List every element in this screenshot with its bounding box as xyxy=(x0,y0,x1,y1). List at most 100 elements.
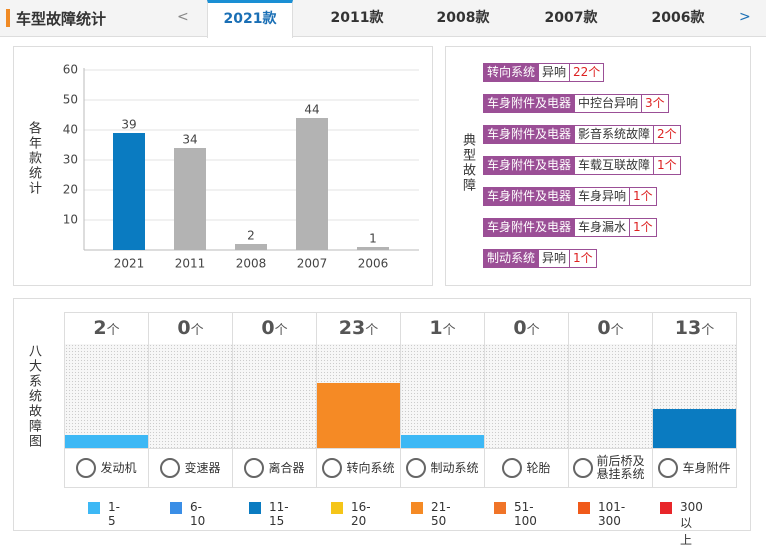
system-name: 发动机 xyxy=(100,460,137,475)
fault-tag[interactable]: 车身附件及电器 中控台异响 3个 xyxy=(483,94,669,113)
legend-swatch xyxy=(331,502,343,514)
system-cell[interactable]: 轮胎 xyxy=(484,448,569,488)
system-bar xyxy=(401,435,484,448)
x-tick-label: 2021 xyxy=(114,257,145,271)
system-icon xyxy=(502,458,523,478)
fault-tag[interactable]: 车身附件及电器 车身异响 1个 xyxy=(483,187,657,206)
fault-panel: 典型故障 转向系统 异响 22个 车身附件及电器 中控台异响 3个 车身附件及电器 影音系统故… xyxy=(445,46,751,286)
system-cell[interactable]: 前后桥及悬挂系统 xyxy=(568,448,653,488)
system-cell[interactable]: 车身附件 xyxy=(652,448,737,488)
chart: 10 20 30 40 50 60 39 2021 34 2011 2 2008 44 2007 1 2006 xyxy=(63,63,419,271)
system-cell[interactable]: 转向系统 xyxy=(316,448,401,488)
title-marker xyxy=(6,9,10,27)
y-tick-label: 20 xyxy=(63,183,78,197)
count-value: 0 xyxy=(261,317,275,339)
fault-count: 2个 xyxy=(654,125,681,144)
count-unit: 个 xyxy=(365,323,379,338)
year-tab[interactable]: 2011款 xyxy=(330,10,384,26)
count-cell: 0个 xyxy=(484,312,569,345)
bar xyxy=(235,244,267,250)
bar xyxy=(357,247,389,250)
fault-count: 1个 xyxy=(630,218,657,237)
legend-swatch xyxy=(660,502,672,514)
count-cell: 2个 xyxy=(64,312,149,345)
fault-part: 影音系统故障 xyxy=(575,125,655,144)
fault-tag[interactable]: 制动系统 异响 1个 xyxy=(483,249,597,268)
year-tab[interactable]: 2007款 xyxy=(544,10,598,26)
y-tick-label: 30 xyxy=(63,153,78,167)
value-label: 34 xyxy=(182,133,197,147)
count-cell: 23个 xyxy=(316,312,401,345)
prev-button[interactable]: < xyxy=(177,9,189,25)
value-label: 1 xyxy=(369,232,377,246)
bar-area xyxy=(484,344,569,448)
fault-part: 车载互联故障 xyxy=(575,156,655,175)
bar xyxy=(113,133,145,250)
count-value: 0 xyxy=(513,317,527,339)
count-unit: 个 xyxy=(274,323,288,338)
x-tick-label: 2006 xyxy=(358,257,389,271)
bar-area xyxy=(316,344,401,448)
system-icon xyxy=(658,458,679,478)
legend-swatch xyxy=(411,502,423,514)
fault-part: 异响 xyxy=(539,63,571,82)
fault-system: 车身附件及电器 xyxy=(483,218,576,237)
system-cell[interactable]: 制动系统 xyxy=(400,448,485,488)
legend-swatch xyxy=(578,502,590,514)
y-tick-label: 40 xyxy=(63,123,78,137)
system-label: 八大系统故障图 xyxy=(26,344,41,449)
page-title: 车型故障统计 xyxy=(16,10,107,28)
year-tab[interactable]: 2008款 xyxy=(436,10,490,26)
system-cell[interactable]: 离合器 xyxy=(232,448,317,488)
year-tab[interactable]: 2021款 xyxy=(207,0,293,38)
system-name: 前后桥及悬挂系统 xyxy=(596,454,645,481)
system-icon xyxy=(572,458,593,478)
legend-swatch xyxy=(249,502,261,514)
fault-count: 1个 xyxy=(570,249,597,268)
fault-tag[interactable]: 车身附件及电器 车身漏水 1个 xyxy=(483,218,657,237)
count-unit: 个 xyxy=(190,323,204,338)
count-cell: 0个 xyxy=(232,312,317,345)
value-label: 44 xyxy=(304,103,319,117)
legend-label: 51-100 xyxy=(514,500,537,528)
count-cell: 1个 xyxy=(400,312,485,345)
fault-label: 典型故障 xyxy=(460,133,475,193)
fault-part: 中控台异响 xyxy=(575,94,643,113)
fault-count: 3个 xyxy=(642,94,669,113)
year-tab[interactable]: 2006款 xyxy=(651,10,705,26)
y-axis-label: 各年款统计 xyxy=(26,121,41,196)
fault-system: 车身附件及电器 xyxy=(483,156,576,175)
fault-tag[interactable]: 车身附件及电器 影音系统故障 2个 xyxy=(483,125,681,144)
count-value: 1 xyxy=(429,317,443,339)
bar-area xyxy=(652,344,737,448)
fault-tag[interactable]: 转向系统 异响 22个 xyxy=(483,63,605,82)
x-tick-label: 2007 xyxy=(297,257,328,271)
count-cell: 13个 xyxy=(652,312,737,345)
count-unit: 个 xyxy=(106,323,120,338)
y-tick-label: 60 xyxy=(63,63,78,77)
fault-tag[interactable]: 车身附件及电器 车载互联故障 1个 xyxy=(483,156,681,175)
bar-area xyxy=(64,344,149,448)
bar xyxy=(174,148,206,250)
count-unit: 个 xyxy=(442,323,456,338)
system-cell[interactable]: 变速器 xyxy=(148,448,233,488)
fault-part: 异响 xyxy=(539,249,571,268)
count-value: 23 xyxy=(338,317,366,339)
fault-count: 1个 xyxy=(654,156,681,175)
system-name: 轮胎 xyxy=(526,460,551,475)
legend-swatch xyxy=(88,502,100,514)
count-unit: 个 xyxy=(526,323,540,338)
next-button[interactable]: > xyxy=(739,9,751,25)
count-unit: 个 xyxy=(610,323,624,338)
bar-area xyxy=(148,344,233,448)
year-panel: 各年款统计 10 20 30 40 50 60 39 2021 34 2011 2 2008 44 200… xyxy=(13,46,433,286)
count-cell: 0个 xyxy=(148,312,233,345)
legend-label: 6-10 xyxy=(190,500,206,528)
system-bar xyxy=(317,383,400,448)
system-cell[interactable]: 发动机 xyxy=(64,448,149,488)
value-label: 2 xyxy=(247,229,255,243)
legend-label: 21-50 xyxy=(431,500,451,528)
legend-label: 11-15 xyxy=(269,500,289,528)
bar-area xyxy=(400,344,485,448)
